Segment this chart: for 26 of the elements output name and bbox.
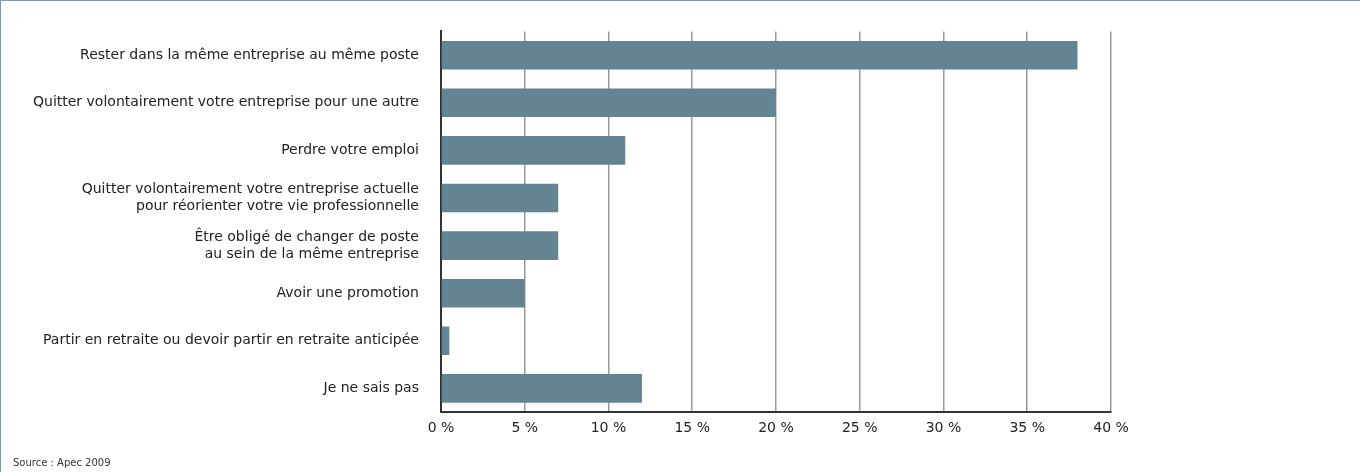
y-tick-label: Avoir une promotion <box>276 283 419 300</box>
x-tick-label: 35 % <box>1009 419 1046 436</box>
x-tick-label: 20 % <box>758 419 794 436</box>
y-tick-label: Quitter volontairement votre entreprise pour une autre <box>33 93 419 110</box>
bar <box>441 374 642 403</box>
x-tick-label: 0 % <box>427 419 455 436</box>
y-tick-label: Quitter volontairement votre entreprise actuelle pour réorienter votre vie professionnelle <box>81 180 419 214</box>
y-tick-label: Rester dans la même entreprise au même poste <box>80 45 419 62</box>
x-tick-label: 10 % <box>590 419 627 436</box>
y-tick-label: Être obligé de changer de poste au sein de la même entreprise <box>194 226 419 261</box>
bar <box>441 88 776 118</box>
bar <box>441 231 559 260</box>
y-tick-label: Partir en retraite ou devoir partir en retraite anticipée <box>43 331 419 348</box>
y-tick-label: Je ne sais pas <box>322 379 419 396</box>
x-tick-label: 25 % <box>841 419 878 436</box>
source-note: Source : Apec 2009 <box>13 457 111 468</box>
x-tick-label: 40 % <box>1093 419 1129 436</box>
y-tick-label: Perdre votre emploi <box>281 141 419 158</box>
bar <box>441 278 525 308</box>
bar <box>441 40 1078 70</box>
bar <box>441 326 450 356</box>
bar <box>441 136 626 165</box>
x-tick-label: 5 % <box>511 419 539 436</box>
x-tick-label: 15 % <box>674 419 711 436</box>
x-tick-label: 30 % <box>925 419 962 436</box>
bar <box>441 183 559 213</box>
